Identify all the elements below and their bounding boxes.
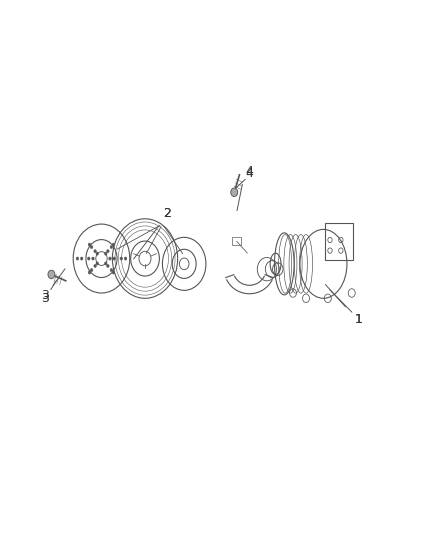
Circle shape <box>96 252 99 255</box>
Circle shape <box>104 252 107 255</box>
Text: 2: 2 <box>163 207 171 220</box>
Circle shape <box>94 249 96 253</box>
Circle shape <box>88 271 91 274</box>
Circle shape <box>106 249 109 253</box>
Circle shape <box>113 257 116 260</box>
Text: 2: 2 <box>163 207 171 220</box>
Text: 1: 1 <box>354 313 362 326</box>
Circle shape <box>124 257 127 260</box>
Circle shape <box>109 257 111 260</box>
Circle shape <box>81 257 83 260</box>
Circle shape <box>90 246 93 249</box>
Circle shape <box>96 262 99 265</box>
Text: 3: 3 <box>41 292 49 305</box>
Circle shape <box>90 269 93 272</box>
Circle shape <box>231 188 238 197</box>
Text: 4: 4 <box>246 167 254 180</box>
Text: 1: 1 <box>354 313 362 326</box>
Circle shape <box>110 246 113 249</box>
Text: 3: 3 <box>41 289 49 302</box>
Text: 4: 4 <box>246 165 254 177</box>
Circle shape <box>104 262 107 265</box>
Circle shape <box>48 270 55 279</box>
Circle shape <box>88 257 90 260</box>
Circle shape <box>106 264 109 268</box>
Circle shape <box>76 257 79 260</box>
Circle shape <box>112 243 115 246</box>
Circle shape <box>120 257 123 260</box>
Circle shape <box>88 243 91 246</box>
Circle shape <box>112 271 115 274</box>
Circle shape <box>94 264 96 268</box>
Circle shape <box>92 257 94 260</box>
Circle shape <box>110 269 113 272</box>
